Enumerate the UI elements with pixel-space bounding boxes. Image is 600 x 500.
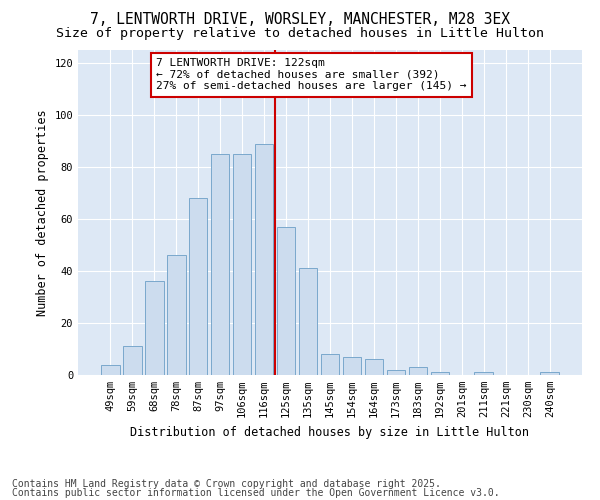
Bar: [431, 372, 449, 375]
Bar: [123, 346, 142, 375]
Text: 7, LENTWORTH DRIVE, WORSLEY, MANCHESTER, M28 3EX: 7, LENTWORTH DRIVE, WORSLEY, MANCHESTER,…: [90, 12, 510, 28]
Bar: [101, 364, 119, 375]
Bar: [233, 154, 251, 375]
Bar: [386, 370, 405, 375]
Text: Contains HM Land Registry data © Crown copyright and database right 2025.: Contains HM Land Registry data © Crown c…: [12, 479, 441, 489]
Text: 7 LENTWORTH DRIVE: 122sqm
← 72% of detached houses are smaller (392)
27% of semi: 7 LENTWORTH DRIVE: 122sqm ← 72% of detac…: [156, 58, 467, 92]
Text: Contains public sector information licensed under the Open Government Licence v3: Contains public sector information licen…: [12, 488, 500, 498]
Bar: [475, 372, 493, 375]
Bar: [145, 282, 164, 375]
Bar: [277, 227, 295, 375]
Bar: [299, 268, 317, 375]
Bar: [167, 256, 185, 375]
Bar: [320, 354, 340, 375]
Bar: [365, 360, 383, 375]
Bar: [189, 198, 208, 375]
Text: Size of property relative to detached houses in Little Hulton: Size of property relative to detached ho…: [56, 28, 544, 40]
Bar: [343, 357, 361, 375]
Bar: [255, 144, 274, 375]
Bar: [541, 372, 559, 375]
Bar: [409, 367, 427, 375]
X-axis label: Distribution of detached houses by size in Little Hulton: Distribution of detached houses by size …: [131, 426, 530, 438]
Y-axis label: Number of detached properties: Number of detached properties: [36, 109, 49, 316]
Bar: [211, 154, 229, 375]
